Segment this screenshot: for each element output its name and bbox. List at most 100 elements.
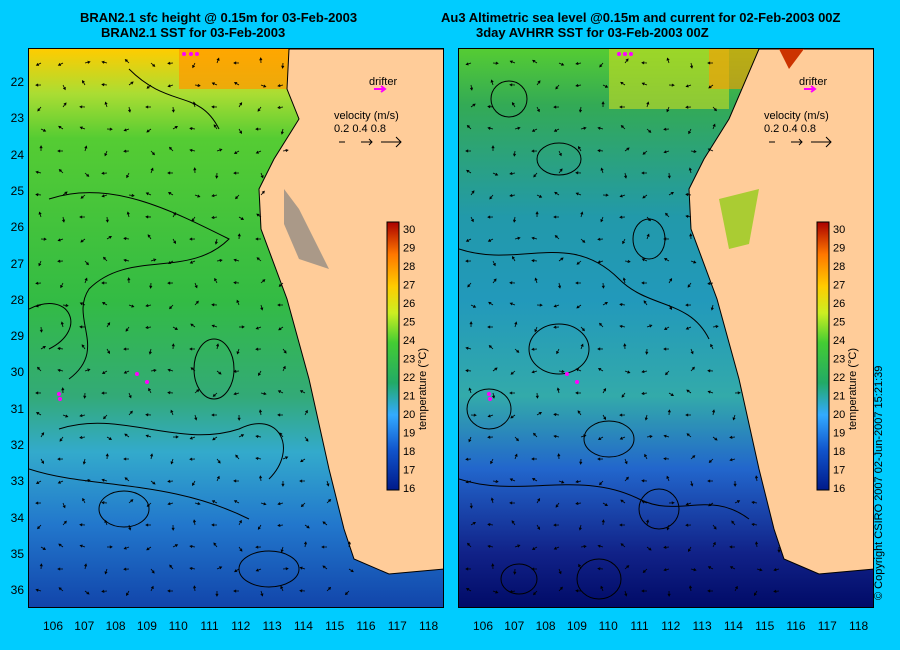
latitude-tick: 30 [10,365,24,380]
velocity-arrow [213,124,218,130]
velocity-arrow [777,546,781,553]
velocity-arrow [534,277,538,284]
velocity-arrow [707,61,714,65]
velocity-arrow [644,453,648,460]
velocity-arrow [643,300,648,306]
velocity-arrow [663,237,670,241]
velocity-arrow [690,366,695,372]
velocity-arrow [533,590,538,596]
velocity-arrow [260,190,265,196]
velocity-arrow [101,281,108,285]
velocity-arrow [514,236,521,240]
colorbar-tick: 20 [403,409,415,421]
velocity-arrow [282,365,286,372]
velocity-arrow [488,301,494,306]
velocity-arrow [128,524,132,531]
velocity-arrow [256,213,262,218]
velocity-arrow [233,369,240,373]
velocity-arrow [534,326,538,333]
velocity-arrow [708,458,714,463]
velocity-arrow [211,303,218,307]
velocity-arrow [644,414,648,421]
velocity-arrow [707,390,714,394]
velocity-arrow [468,436,472,443]
velocity-arrow [642,194,648,199]
velocity-arrow [37,106,42,112]
velocity-arrow [487,126,494,130]
velocity-arrow [555,502,560,508]
velocity-arrow [487,414,494,418]
velocity-arrow [597,544,604,548]
longitude-tick: 110 [168,619,188,633]
velocity-arrow [167,479,174,483]
velocity-arrow [128,81,134,86]
velocity-arrow [492,590,499,594]
velocity-arrow [575,61,582,66]
longitude-tick: 114 [293,619,313,633]
velocity-arrow [104,101,108,108]
velocity-arrow [260,502,267,506]
velocity-arrow [558,257,564,262]
velocity-arrow [58,125,64,130]
velocity-arrow [668,392,675,396]
velocity-arrow [773,589,780,593]
longitude-tick: 113 [262,619,282,633]
velocity-arrow [277,303,284,307]
velocity-arrow [685,303,692,307]
velocity-arrow [235,194,240,200]
velocity-arrow [35,83,42,87]
velocity-arrow [35,588,42,592]
velocity-arrow [128,392,132,399]
velocity-arrow [575,501,582,505]
velocity-arrow [260,84,267,88]
velocity-arrow [214,277,218,284]
velocity-arrow [79,126,86,130]
velocity-arrow [558,282,562,289]
velocity-arrow [167,281,174,285]
velocity-arrow [553,434,560,438]
velocity-arrow [685,326,692,330]
velocity-arrow [576,260,582,265]
velocity-arrow [169,564,174,570]
velocity-arrow [509,478,516,482]
velocity-arrow [235,454,240,460]
velocity-arrow [79,523,86,527]
velocity-arrow [712,436,718,441]
velocity-arrow [236,299,240,306]
velocity-arrow [641,258,648,262]
velocity-arrow [211,105,218,109]
velocity-arrow [666,57,670,64]
velocity-arrow [84,590,90,595]
velocity-arrow [189,260,196,264]
colorbar-tick: 28 [833,261,845,273]
velocity-arrow [58,587,64,592]
velocity-arrow [193,585,197,592]
velocity-arrow [84,563,88,570]
velocity-arrow [487,238,494,242]
velocity-arrow [167,502,174,506]
velocity-arrow [665,370,670,376]
velocity-arrow [101,171,108,175]
velocity-arrow [79,325,86,329]
latitude-tick: 32 [10,438,24,452]
velocity-arrow [255,545,262,549]
velocity-arrow [106,348,111,354]
velocity-arrow [80,194,86,199]
velocity-arrow [597,260,604,264]
velocity-arrow [150,568,155,574]
velocity-arrow [40,237,47,241]
velocity-arrow [255,127,262,131]
velocity-arrow [620,499,626,504]
velocity-arrow [190,323,196,328]
velocity-arrow [35,480,42,484]
velocity-arrow [509,590,516,594]
velocity-arrow [150,62,156,67]
velocity-arrow [145,215,152,219]
velocity-arrow [194,194,201,198]
longitude-tick: 110 [598,619,618,633]
velocity-arrow [255,456,262,460]
colorbar-right: 30 29 28 27 26 25 24 23 22 21 20 19 18 17 16 temperatu… [816,221,859,495]
velocity-arrow [514,321,518,328]
colorbar-tick: 18 [403,446,415,458]
velocity-arrow [646,546,652,551]
